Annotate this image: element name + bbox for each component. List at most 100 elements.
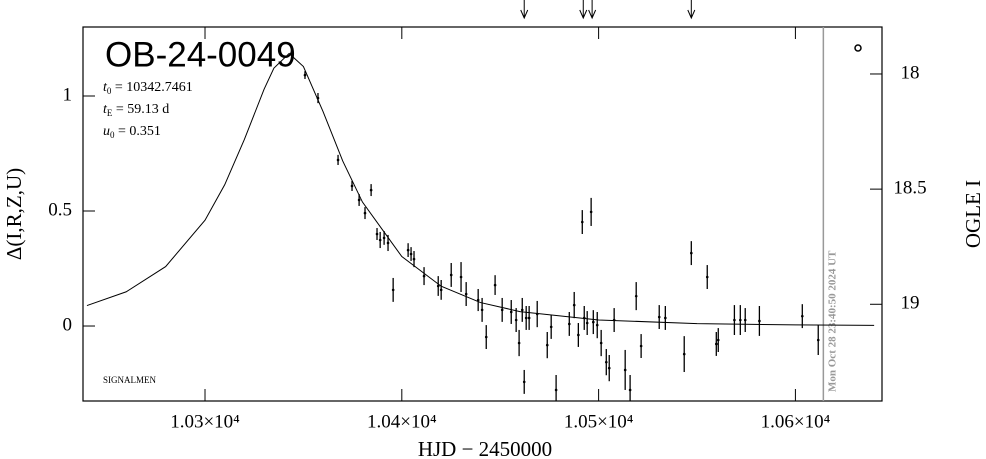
y2-axis-label: OGLE I [961,180,985,248]
data-point [758,319,761,323]
data-point [582,316,586,320]
data-point [545,343,549,347]
param-value: = 0.351 [115,124,161,139]
data-point [572,303,576,307]
data-point [522,380,526,384]
y-axis-label: Δ(I,R,Z,U) [2,168,26,260]
data-point [800,314,804,318]
x-tick-label: 1.06×10⁴ [761,411,831,432]
y2-tick-label: 19 [901,293,920,314]
event-arrow [520,0,529,20]
data-point [357,198,361,202]
data-point [554,388,558,392]
data-point [623,368,627,372]
param-text: u0 = 0.351 [103,124,161,140]
model-curve [86,52,875,326]
data-point [386,241,390,245]
data-point [585,321,589,325]
data-point [599,341,603,345]
data-point [514,318,518,322]
corner-symbol [854,44,862,52]
x-tick-label: 1.03×10⁴ [170,411,240,432]
data-point [509,310,513,314]
data-point [604,360,608,364]
plot-frame [82,26,883,402]
data-point [607,366,611,370]
y2-tick-label: 18.5 [893,177,926,198]
data-point [500,308,504,312]
data-point [634,294,638,298]
data-point [439,288,443,292]
data-point [733,318,736,322]
data-point [464,292,468,296]
data-point [527,316,531,320]
data-point [484,335,488,339]
data-point [591,320,595,324]
data-point [391,288,395,292]
data-point [628,388,632,392]
y2-tick-label: 18 [901,62,920,83]
data-point [705,275,709,279]
data-point [459,275,463,279]
y-tick-label: 1 [63,84,73,105]
data-point [577,333,580,337]
y-tick-label: 0.5 [48,199,72,220]
data-point [682,352,686,356]
param-subscript: E [107,108,113,118]
event-arrow [579,0,588,20]
data-point [493,283,497,287]
data-point [422,274,426,278]
data-point [595,323,599,327]
param-symbol: t [103,80,108,95]
data-point [350,184,354,188]
corner-note: SIGNALMEN [103,375,156,385]
data-point [716,338,720,342]
data-point [480,308,484,312]
data-point [524,316,528,320]
data-point [739,318,742,322]
data-point [639,344,643,348]
data-point [549,325,553,329]
date-note: Mon Oct 28 23:40:50 2024 UT [827,250,839,392]
data-point [409,252,413,256]
param-text: tE = 59.13 d [103,102,169,118]
data-point [303,73,307,77]
data-point [657,315,661,319]
param-value: = 10342.7461 [111,80,192,95]
data-point [589,210,593,214]
param-subscript: 0 [110,130,115,140]
param-symbol: u [103,124,110,139]
y-tick-label: 0 [63,314,73,335]
data-point [382,236,386,240]
param-value: = 59.13 d [112,102,169,117]
data-point [363,211,367,215]
data-point [449,273,453,277]
data-point [664,316,667,320]
x-axis-label: HJD − 2450000 [418,437,552,459]
param-text: t0 = 10342.7461 [103,80,193,96]
data-point [369,188,373,192]
param-symbol: t [103,102,108,117]
data-point [580,220,584,224]
data-point [476,298,480,302]
chart-title: OB-24-0049 [105,35,296,74]
data-point [436,284,440,288]
event-arrow [588,0,597,20]
param-subscript: 0 [107,86,112,96]
data-point [378,238,382,242]
data-point [517,341,521,345]
x-tick-label: 1.04×10⁴ [367,411,437,432]
x-tick-label: 1.05×10⁴ [564,411,634,432]
data-point [612,318,616,322]
data-point [743,318,747,322]
event-arrow [687,0,696,20]
data-point [535,312,539,316]
data-point [406,248,410,252]
data-point [816,338,820,342]
data-point [375,232,379,236]
data-point [316,96,320,100]
data-point [714,342,718,346]
data-point [567,322,571,326]
data-point [412,257,416,261]
